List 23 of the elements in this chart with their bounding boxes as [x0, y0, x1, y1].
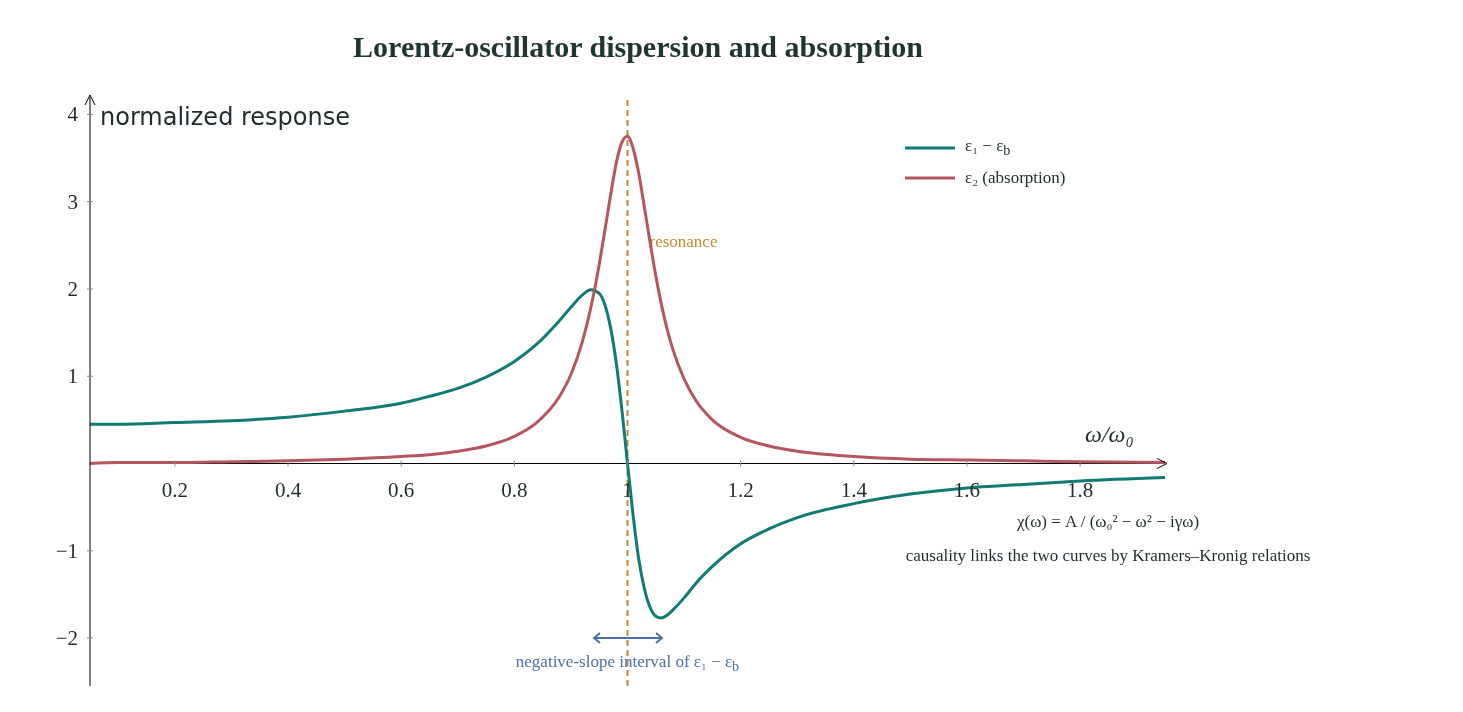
legend-label: ε₂ (absorption): [965, 168, 1066, 188]
x-tick-label: 0.4: [274, 478, 302, 503]
chart-title: Lorentz-oscillator dispersion and absorption: [353, 30, 923, 63]
y-tick-label: −2: [55, 626, 78, 651]
y-tick-label: −1: [55, 538, 78, 563]
x-tick-label: 1.2: [727, 478, 754, 503]
x-axis-title: ω/ω₀: [1085, 421, 1134, 448]
x-tick-label: 1: [622, 478, 633, 503]
ref-line-label: resonance: [649, 232, 718, 251]
y-tick-label: 2: [67, 276, 78, 301]
x-tick-label: 0.2: [161, 478, 188, 503]
x-tick-label: 1.4: [840, 478, 868, 503]
y-axis-title: normalized response: [100, 103, 350, 131]
x-tick-label: 0.6: [388, 478, 415, 503]
x-tick-label: 1.8: [1067, 478, 1094, 503]
annotation: negative-slope interval of ε₁ − ε$_{b}$: [515, 652, 740, 675]
annotation: causality links the two curves by Kramers–Kronig relations: [905, 546, 1311, 566]
y-tick-label: 3: [67, 189, 78, 214]
annotation: χ(ω) = A / (ω₀² − ω² − iγω): [1016, 512, 1200, 532]
legend-label: ε₁ − ε$_{b}$: [965, 136, 1011, 160]
x-tick-label: 0.8: [501, 478, 528, 503]
y-tick-label: 4: [67, 102, 79, 127]
y-tick-label: 1: [67, 364, 78, 389]
